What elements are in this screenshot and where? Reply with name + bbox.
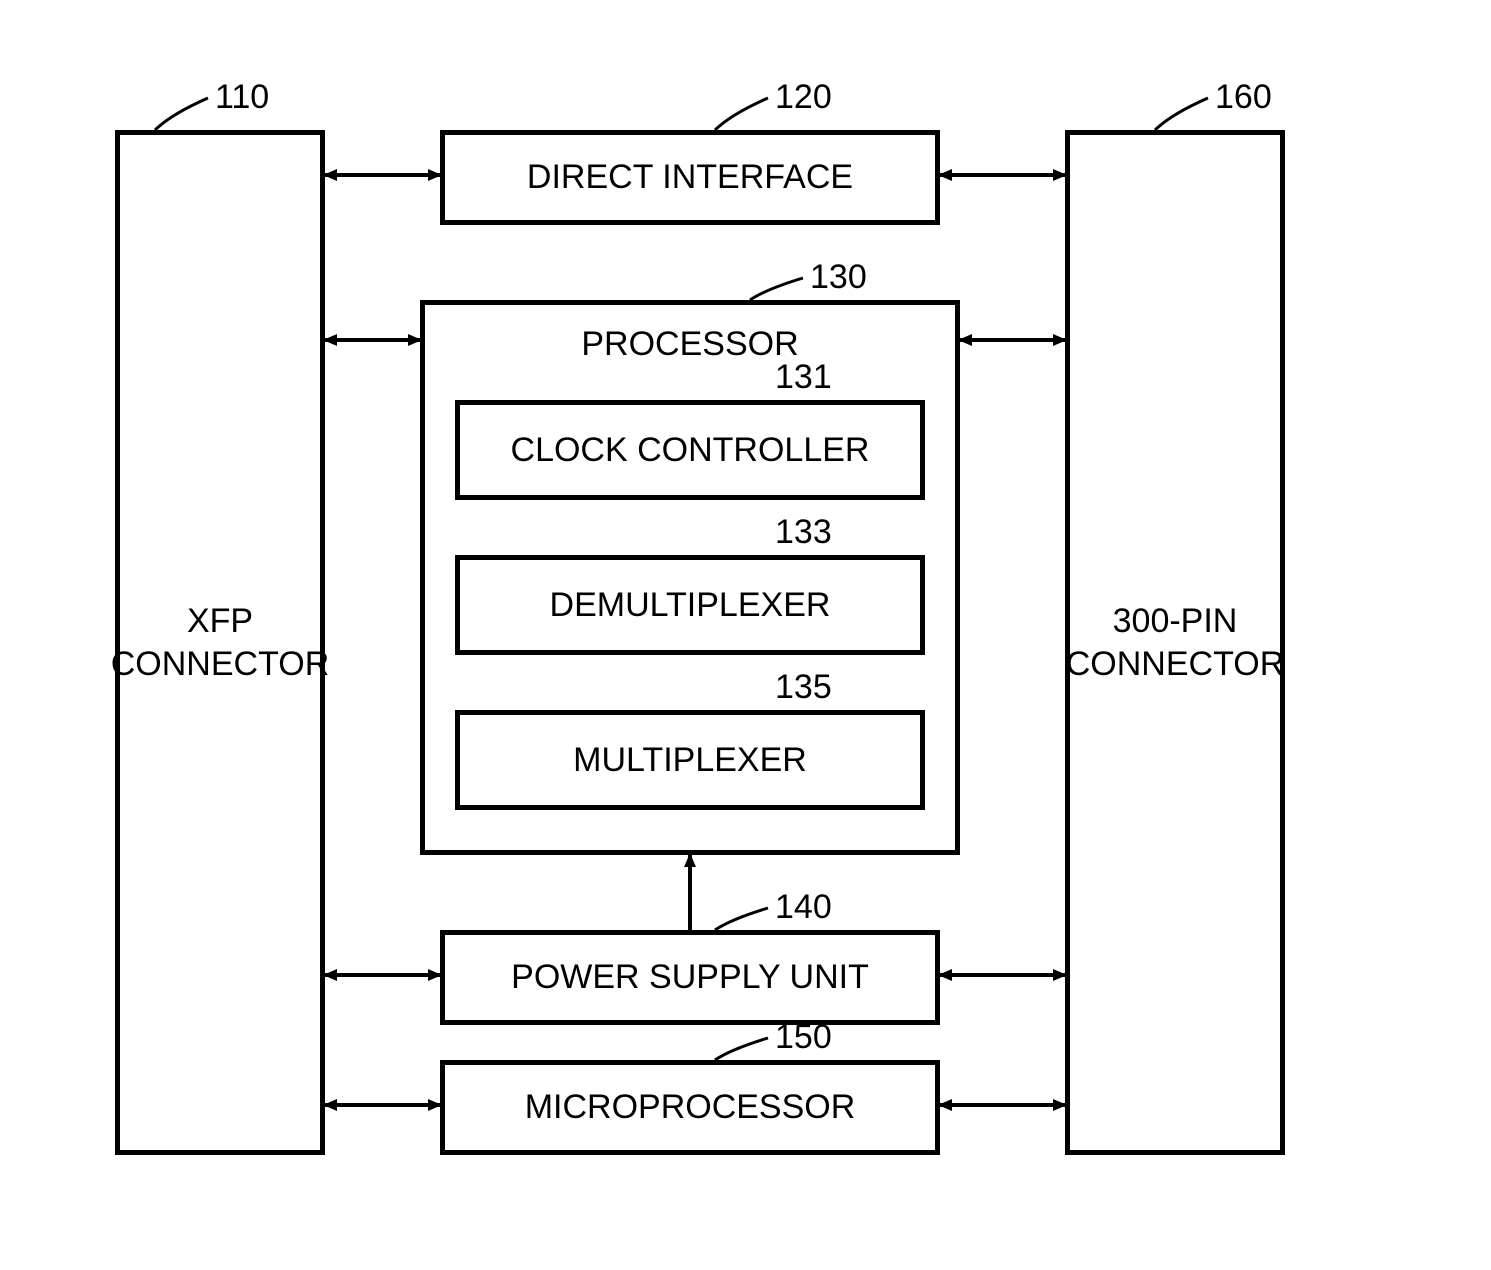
ref-label-135: 135 (775, 668, 832, 707)
block-label: 300-PINCONNECTOR (1066, 600, 1285, 685)
ref-label-131: 131 (775, 358, 832, 397)
block-clock-controller: CLOCK CONTROLLER (455, 400, 925, 500)
block-label: POWER SUPPLY UNIT (511, 956, 869, 999)
block-label: DEMULTIPLEXER (550, 584, 831, 627)
ref-label-110: 110 (215, 78, 269, 117)
ref-label-133: 133 (775, 513, 832, 552)
block-300pin-connector: 300-PINCONNECTOR (1065, 130, 1285, 1155)
ref-label-140: 140 (775, 888, 832, 927)
block-label: XFPCONNECTOR (111, 600, 330, 685)
block-xfp-connector: XFPCONNECTOR (115, 130, 325, 1155)
block-label: PROCESSOR (581, 323, 798, 366)
block-demultiplexer: DEMULTIPLEXER (455, 555, 925, 655)
block-label: CLOCK CONTROLLER (511, 429, 870, 472)
block-multiplexer: MULTIPLEXER (455, 710, 925, 810)
ref-label-130: 130 (810, 258, 867, 297)
block-microprocessor: MICROPROCESSOR (440, 1060, 940, 1155)
ref-label-120: 120 (775, 78, 832, 117)
block-label: MICROPROCESSOR (525, 1086, 856, 1129)
ref-label-150: 150 (775, 1018, 832, 1057)
block-label: DIRECT INTERFACE (527, 156, 853, 199)
block-direct-interface: DIRECT INTERFACE (440, 130, 940, 225)
diagram-canvas: XFPCONNECTOR DIRECT INTERFACE PROCESSOR … (0, 0, 1491, 1270)
block-power-supply-unit: POWER SUPPLY UNIT (440, 930, 940, 1025)
ref-label-160: 160 (1215, 78, 1272, 117)
block-label: MULTIPLEXER (573, 739, 807, 782)
